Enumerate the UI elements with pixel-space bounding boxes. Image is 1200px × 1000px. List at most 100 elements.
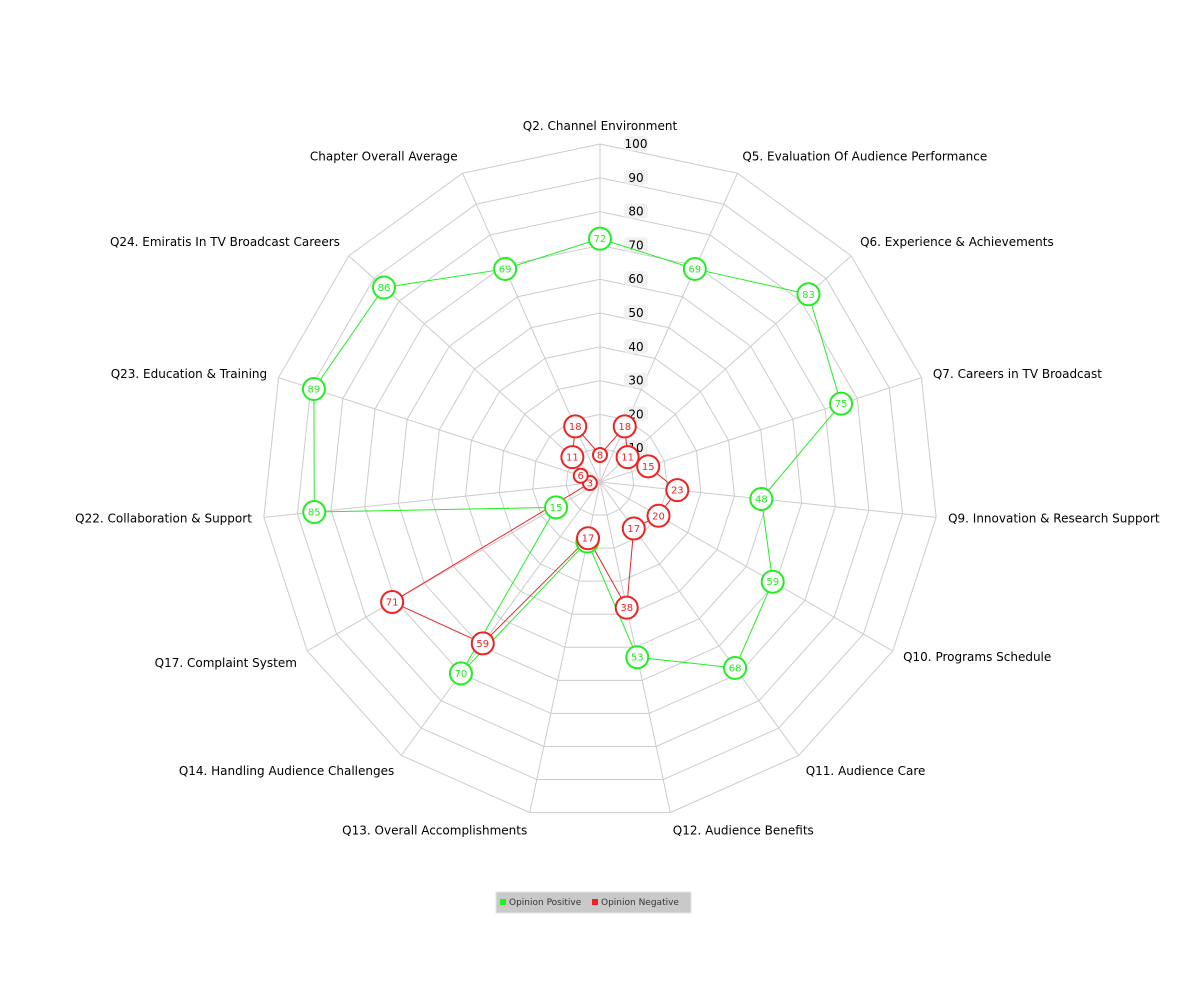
legend: Opinion Positive Opinion Negative xyxy=(495,891,692,914)
spoke-6 xyxy=(599,481,893,652)
series-points: 72 69 83 75 48 59 68 53 18 70 15 85 89 86 69 8 18 11 15 23 2… xyxy=(301,226,854,686)
tick-label-10: 100 xyxy=(625,137,648,151)
series-1-value-label-10: 70 xyxy=(455,669,468,680)
series-1-point-7 xyxy=(723,655,748,680)
tick-label-4: 40 xyxy=(628,340,643,354)
spoke-13 xyxy=(278,377,601,483)
tick-label-9: 90 xyxy=(628,171,643,185)
series-2-point-10 xyxy=(470,631,495,656)
category-label-11: Q17. Complaint System xyxy=(155,656,297,670)
series-1-point-5 xyxy=(749,486,774,511)
series-2-point-3 xyxy=(615,445,640,470)
series-1-value-label-11: 15 xyxy=(550,503,563,514)
series-2-value-label-6: 20 xyxy=(652,511,665,522)
series-1-point-12 xyxy=(302,500,327,525)
series-1-value-label-2: 69 xyxy=(688,264,701,275)
series-2-point-13 xyxy=(572,467,589,484)
series-2-value-label-4: 15 xyxy=(642,462,655,473)
series-1-value-label-8: 53 xyxy=(631,653,644,664)
category-label-6: Q10. Programs Schedule xyxy=(903,650,1051,664)
category-label-8: Q12. Audience Benefits xyxy=(673,823,814,837)
grid-ring-4 xyxy=(465,346,735,615)
series-2-value-label-11: 71 xyxy=(386,597,399,608)
grid-ring-7 xyxy=(364,244,836,714)
series-2-point-11 xyxy=(380,589,405,614)
series-2-value-label-7: 17 xyxy=(627,524,640,535)
series-2-value-label-14: 11 xyxy=(566,453,579,464)
tick-label-5: 50 xyxy=(628,306,643,320)
series-2-value-label-9: 17 xyxy=(582,534,595,545)
series-2-value-label-10: 59 xyxy=(476,639,489,650)
tick-label-bg-5 xyxy=(624,305,648,320)
series-2-value-label-3: 11 xyxy=(621,453,634,464)
category-label-1: Q2. Channel Environment xyxy=(523,119,678,133)
category-label-9: Q13. Overall Accomplishments xyxy=(342,823,527,837)
category-label-5: Q9. Innovation & Research Support xyxy=(948,512,1160,526)
series-1-value-label-13: 89 xyxy=(308,385,321,396)
series-1-value-label-3: 83 xyxy=(802,290,815,301)
category-label-2: Q5. Evaluation Of Audience Performance xyxy=(742,149,987,163)
series-2-value-label-1: 8 xyxy=(597,450,603,461)
series-2-value-label-12: 3 xyxy=(587,479,593,490)
series-1-point-2 xyxy=(682,256,707,281)
tick-label-bg-9 xyxy=(624,169,648,185)
series-1-point-11 xyxy=(544,495,569,520)
category-label-3: Q6. Experience & Achievements xyxy=(860,235,1054,249)
category-label-10: Q14. Handling Audience Challenges xyxy=(179,764,394,778)
grid-ring-5 xyxy=(431,312,769,648)
series-1-point-6 xyxy=(760,569,785,594)
category-label-14: Q24. Emiratis In TV Broadcast Careers xyxy=(110,235,340,249)
series-1-value-label-15: 69 xyxy=(499,264,512,275)
series-1-value-label-5: 48 xyxy=(755,494,768,505)
series-1-value-label-6: 59 xyxy=(766,577,779,588)
series-2-point-4 xyxy=(636,454,661,479)
series-line-1 xyxy=(313,238,842,674)
category-label-7: Q11. Audience Care xyxy=(806,764,926,778)
series-2-point-1 xyxy=(592,446,608,463)
series-2-point-2 xyxy=(612,414,637,439)
series-2-value-label-13: 6 xyxy=(578,471,584,482)
category-label-13: Q23. Education & Training xyxy=(111,367,267,381)
series-1-point-4 xyxy=(829,391,854,416)
series-1-value-label-7: 68 xyxy=(729,663,742,674)
series-1-point-15 xyxy=(493,256,518,281)
grid-ring-3 xyxy=(498,380,702,582)
series-1-value-label-12: 85 xyxy=(308,508,321,519)
series-2-point-5 xyxy=(665,478,690,503)
category-label-15: Chapter Overall Average xyxy=(310,149,458,163)
tick-label-bg-4 xyxy=(624,338,648,354)
series-2-point-8 xyxy=(614,595,639,620)
tick-label-bg-6 xyxy=(624,271,648,287)
category-labels: Q2. Channel Environment Q5. Evaluation Of… xyxy=(75,119,1160,837)
legend-label-negative: Opinion Negative xyxy=(601,898,679,908)
series-2-point-14 xyxy=(560,445,585,470)
tick-label-3: 30 xyxy=(628,374,643,388)
grid-ring-9 xyxy=(296,177,904,781)
series-2-point-7 xyxy=(621,516,646,541)
grid-ring-8 xyxy=(330,211,870,747)
category-label-12: Q22. Collaboration & Support xyxy=(75,512,252,526)
legend-swatch-negative xyxy=(592,899,598,905)
legend-label-positive: Opinion Positive xyxy=(509,898,582,908)
series-1-point-1 xyxy=(588,226,612,251)
series-2-value-label-15: 18 xyxy=(569,422,582,433)
series-1-point-8 xyxy=(625,645,650,670)
series-2-value-label-5: 23 xyxy=(671,486,684,497)
grid-ring-2 xyxy=(532,413,668,549)
tick-label-6: 60 xyxy=(628,272,643,286)
tick-label-bg-3 xyxy=(624,372,648,388)
series-1-value-label-4: 75 xyxy=(835,399,848,410)
series-2-point-15 xyxy=(563,414,588,439)
spoke-10 xyxy=(400,481,601,756)
tick-label-bg-8 xyxy=(624,203,648,219)
grid-ring-6 xyxy=(397,278,803,681)
series-2-value-label-8: 38 xyxy=(620,603,633,614)
radar-grid xyxy=(263,143,937,814)
series-1-value-label-1: 72 xyxy=(594,234,607,245)
series-2-point-9 xyxy=(576,526,601,551)
tick-label-8: 80 xyxy=(628,205,643,219)
series-2-point-6 xyxy=(646,503,671,528)
series-2-value-label-2: 18 xyxy=(618,422,631,433)
tick-label-bg-10 xyxy=(624,136,648,151)
